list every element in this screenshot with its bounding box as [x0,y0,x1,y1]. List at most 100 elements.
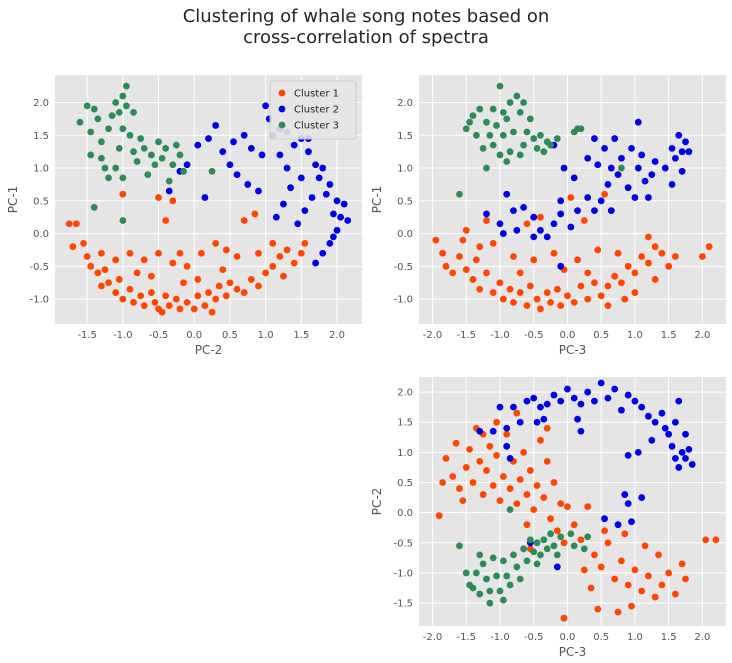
data-point [476,427,484,435]
subplot-1: -1.5 -1.0 -0.5 0.0 0.5 1.0 1.5 2.0 -1.0 -0.5 0.0 0.… [6,75,362,357]
data-point [80,240,87,247]
data-point [190,305,198,313]
data-point [98,154,105,162]
y-tick-label: -0.5 [393,262,413,273]
y-axis-label: PC-1 [370,186,384,214]
data-point [675,397,683,405]
data-point [682,138,689,146]
data-point [262,269,270,277]
data-point [543,458,551,465]
data-point [280,272,287,280]
data-point [648,436,656,444]
data-point [510,207,517,215]
data-point [675,464,683,471]
data-point [567,223,575,231]
x-tick-label: 2.0 [329,330,345,341]
data-point [530,233,538,241]
data-point [183,298,191,306]
data-point [499,131,507,139]
data-point [597,197,605,205]
data-point [570,174,578,182]
data-point [483,210,490,218]
data-point [258,151,266,159]
y-tick-label: 0.0 [33,229,49,240]
data-point [208,167,216,175]
data-point [98,282,105,290]
data-point [557,397,565,405]
data-point [126,249,134,257]
data-point [165,302,173,310]
data-point [560,539,568,547]
data-point [560,614,568,622]
data-point [130,148,137,156]
data-point [543,545,551,553]
series-cluster-3 [456,82,625,198]
x-tick-label: 0.0 [186,330,202,341]
data-point [543,400,551,408]
data-point [312,161,319,169]
data-point [641,177,649,185]
data-point [479,491,487,498]
data-point [520,141,527,149]
data-point [503,158,511,165]
data-point [233,285,241,293]
data-point [533,539,541,547]
data-point [682,575,689,583]
data-point [176,249,184,257]
data-point [122,102,130,110]
data-point [506,99,514,106]
data-point [668,181,676,188]
data-point [651,593,659,601]
data-point [496,587,504,595]
data-point [668,442,676,450]
data-point [661,164,669,172]
data-point [319,249,327,257]
data-point [533,482,541,489]
data-point [112,164,120,172]
data-point [240,131,248,139]
y-tick-label: -0.5 [29,262,49,273]
data-point [105,125,112,133]
data-point [506,454,514,462]
legend-label: Cluster 1 [294,89,339,100]
data-point [219,148,227,156]
data-point [685,445,693,453]
data-point [624,581,632,589]
data-point [533,144,541,152]
data-point [540,536,548,544]
data-point [577,400,585,408]
data-point [269,240,277,247]
data-point [537,403,544,411]
data-point [604,282,612,290]
data-point [486,599,494,607]
data-point [614,249,622,257]
x-axis-label: PC-3 [559,343,587,357]
data-point [469,479,477,486]
data-point [165,187,173,195]
data-point [155,194,162,201]
data-point [601,527,608,535]
data-point [247,276,255,283]
data-point [294,220,302,228]
data-point [671,253,679,260]
data-point [604,539,612,547]
y-tick-label: 0.0 [397,229,413,240]
y-tick-label: 1.5 [33,131,49,142]
y-tick-label: 0.5 [397,478,413,489]
data-point [533,560,541,568]
data-point [456,542,463,550]
data-point [176,151,184,159]
data-point [439,479,447,486]
data-point [308,194,316,201]
data-point [523,220,531,228]
data-point [122,82,130,90]
data-point [493,418,500,426]
data-point [553,551,561,559]
data-point [553,563,561,571]
data-point [530,548,538,556]
data-point [126,285,134,293]
data-point [251,210,259,218]
data-point [651,243,659,251]
data-point [537,213,544,221]
data-point [577,282,585,290]
